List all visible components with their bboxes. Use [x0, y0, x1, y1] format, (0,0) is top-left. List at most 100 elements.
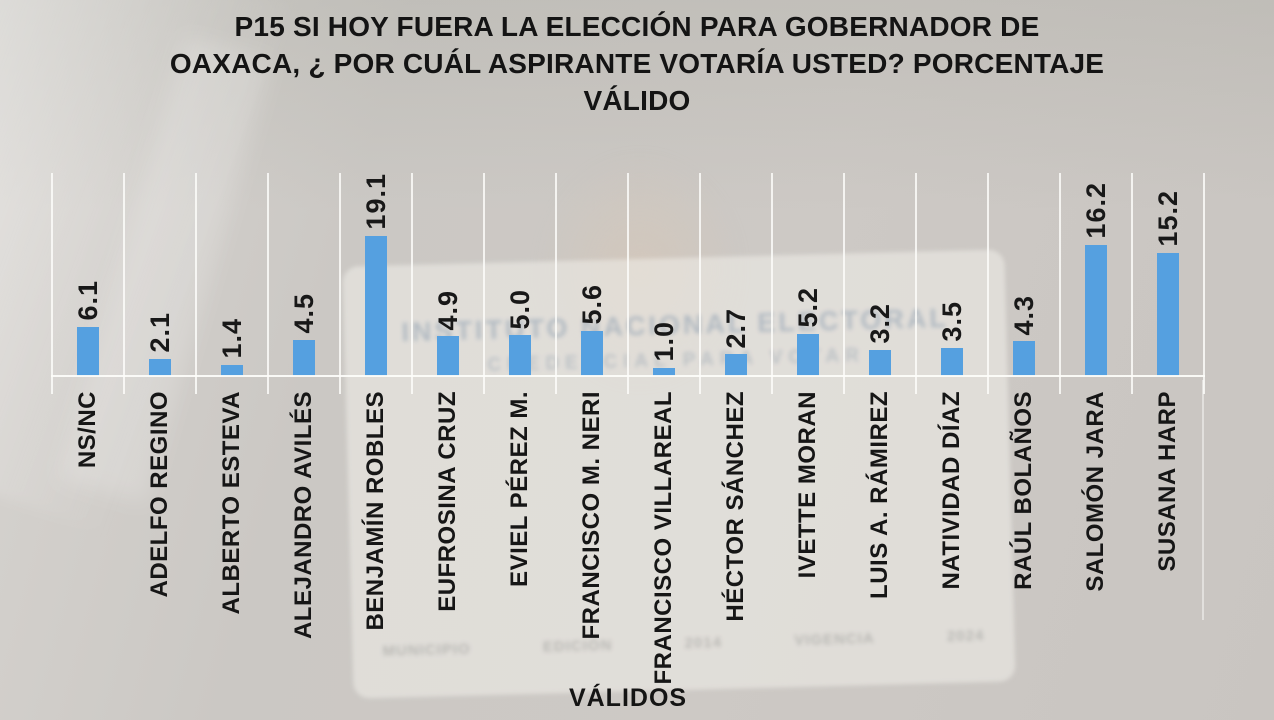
bar	[149, 358, 171, 376]
category-label-area: ALEJANDRO AVILÉS	[268, 376, 340, 720]
gridline	[555, 173, 557, 394]
bar	[77, 326, 99, 376]
bar-area: 15.2	[1132, 173, 1204, 376]
bar-value-label: 4.5	[288, 292, 319, 334]
bar-area: 3.5	[916, 173, 988, 376]
chart-title-line: OAXACA, ¿ POR CUÁL ASPIRANTE VOTARÍA UST…	[169, 48, 1105, 79]
bar	[1085, 244, 1107, 376]
category-label: NATIVIDAD DÍAZ	[938, 391, 965, 590]
bar-area: 4.3	[988, 173, 1060, 376]
gridline	[483, 173, 485, 394]
bar	[653, 367, 675, 376]
category-cell: 16.2 SALOMÓN JARA	[1059, 173, 1132, 720]
category-label: EUFROSINA CRUZ	[434, 391, 461, 612]
gridline	[1203, 173, 1205, 394]
bar-value-label: 4.9	[432, 289, 463, 331]
category-cell: 15.2 SUSANA HARP	[1131, 173, 1204, 720]
category-label-area: SUSANA HARP	[1132, 376, 1204, 720]
category-cell: 4.5 ALEJANDRO AVILÉS	[267, 173, 340, 720]
category-label: ADELFO REGINO	[146, 391, 173, 598]
category-label-area: SALOMÓN JARA	[1060, 376, 1132, 720]
bar-value-label: 4.3	[1008, 294, 1039, 336]
bar	[293, 339, 315, 376]
gridline	[699, 173, 701, 394]
bar-area: 5.0	[484, 173, 556, 376]
bar-value-label: 2.1	[144, 312, 175, 353]
category-label-area: NATIVIDAD DÍAZ	[916, 376, 988, 720]
bar-area: 5.2	[772, 173, 844, 376]
x-axis-title: VÁLIDOS	[568, 684, 688, 712]
category-label: SALOMÓN JARA	[1082, 391, 1109, 592]
gridline	[411, 173, 413, 394]
bar-area: 1.0	[628, 173, 700, 376]
category-label-area: BENJAMÍN ROBLES	[340, 376, 412, 720]
chart-title-line: P15 SI HOY FUERA LA ELECCIÓN PARA GOBERN…	[234, 11, 1040, 42]
bar-value-label: 6.1	[72, 279, 103, 321]
bar-value-label: 5.0	[504, 288, 535, 330]
gridline	[771, 173, 773, 394]
bar-value-label: 16.2	[1080, 181, 1111, 239]
category-label: HÉCTOR SÁNCHEZ	[722, 391, 749, 622]
gridline	[195, 173, 197, 394]
bar-area: 19.1	[340, 173, 412, 376]
gridline	[51, 173, 53, 394]
category-cell: 4.9 EUFROSINA CRUZ	[411, 173, 484, 720]
gridline	[987, 173, 989, 394]
bar-value-label: 19.1	[360, 173, 391, 230]
category-label-area: FRANCISCO VILLAREAL	[628, 376, 700, 720]
category-label-area: EVIEL PÉREZ M.	[484, 376, 556, 720]
category-label-area: ADELFO REGINO	[124, 376, 196, 720]
gridline	[123, 173, 125, 394]
category-label: FRANCISCO VILLAREAL	[650, 391, 677, 685]
bar-value-label: 1.0	[648, 321, 679, 362]
bar	[797, 333, 819, 376]
category-cell: 2.1 ADELFO REGINO	[123, 173, 196, 720]
category-label: EVIEL PÉREZ M.	[506, 391, 533, 587]
category-label-area: LUIS A. RÁMIREZ	[844, 376, 916, 720]
category-cell: 2.7 HÉCTOR SÁNCHEZ	[699, 173, 772, 720]
gridline	[267, 173, 269, 394]
category-cell: 5.0 EVIEL PÉREZ M.	[483, 173, 556, 720]
category-label-area: HÉCTOR SÁNCHEZ	[700, 376, 772, 720]
category-label: IVETTE MORAN	[794, 391, 821, 579]
bar-value-label: 5.6	[576, 283, 607, 325]
category-cell: 19.1 BENJAMÍN ROBLES	[339, 173, 412, 720]
bar	[437, 336, 459, 376]
category-label: NS/NC	[74, 391, 101, 469]
category-label-area: EUFROSINA CRUZ	[412, 376, 484, 720]
gridline	[339, 173, 341, 394]
category-label: FRANCISCO M. NERI	[578, 391, 605, 640]
category-label-area: NS/NC	[52, 376, 124, 720]
bar-value-label: 3.5	[936, 301, 967, 342]
category-cell: 5.2 IVETTE MORAN	[771, 173, 844, 720]
category-cell: 3.2 LUIS A. RÁMIREZ	[843, 173, 916, 720]
chart-title: P15 SI HOY FUERA LA ELECCIÓN PARA GOBERN…	[137, 8, 1137, 119]
gridline	[915, 173, 917, 394]
bar-value-label: 3.2	[864, 303, 895, 344]
bar-area: 2.1	[124, 173, 196, 376]
background-card-edge	[1202, 380, 1204, 620]
category-cell: 1.0 FRANCISCO VILLAREAL	[627, 173, 700, 720]
bar	[869, 350, 891, 376]
category-cell: 3.5 NATIVIDAD DÍAZ	[915, 173, 988, 720]
category-label: RAÚL BOLAÑOS	[1010, 391, 1037, 590]
gridline	[1059, 173, 1061, 394]
bar-value-label: 5.2	[792, 287, 823, 328]
category-label-area: RAÚL BOLAÑOS	[988, 376, 1060, 720]
plot-cells: 6.1 NS/NC 2.1 ADELFO REGINO 1.4 ALBERTO …	[51, 173, 1204, 720]
bar-area: 6.1	[52, 173, 124, 376]
bar	[509, 335, 531, 376]
bar-area: 5.6	[556, 173, 628, 376]
category-label: ALBERTO ESTEVA	[218, 391, 245, 615]
bar-area: 1.4	[196, 173, 268, 376]
bar	[365, 235, 387, 376]
category-label: BENJAMÍN ROBLES	[362, 391, 389, 631]
category-label: LUIS A. RÁMIREZ	[866, 391, 893, 599]
bar	[941, 347, 963, 376]
bar-area: 3.2	[844, 173, 916, 376]
gridline	[1131, 173, 1133, 394]
gridline	[843, 173, 845, 394]
x-axis-line	[51, 375, 1205, 377]
chart-title-line: VÁLIDO	[583, 85, 691, 116]
